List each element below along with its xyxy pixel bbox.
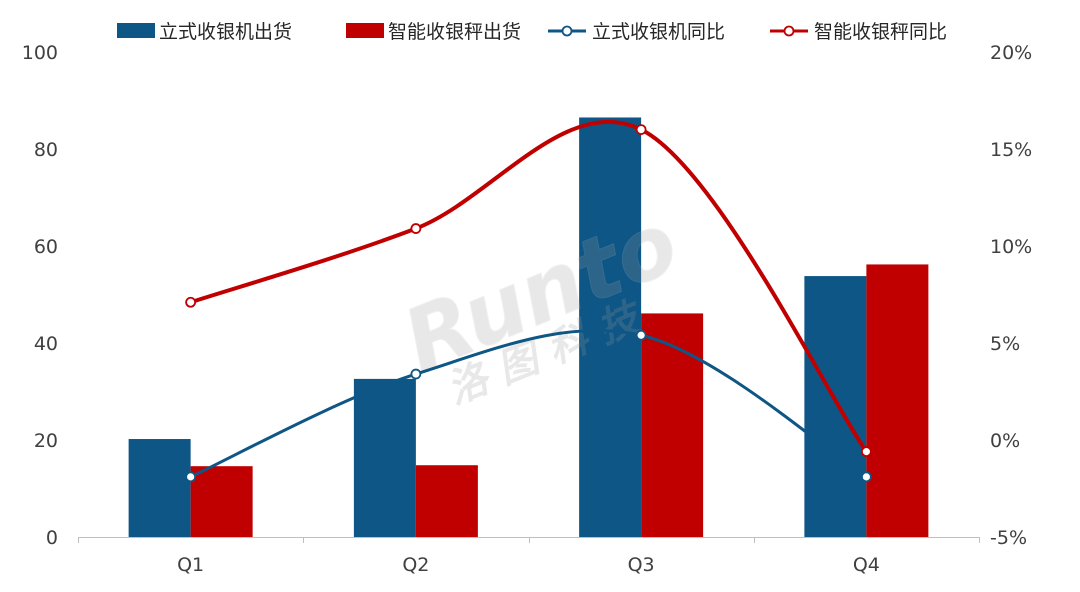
legend-swatch [346, 23, 384, 38]
x-tick-label-q3: Q3 [628, 554, 655, 576]
bar-standing-pos-q4 [804, 276, 867, 537]
y-left-tick-label: 80 [34, 139, 58, 161]
point-smart-scale-yoy-q1 [185, 296, 197, 308]
bar-smart-scale-q2 [415, 465, 478, 537]
point-smart-scale-yoy-q2 [410, 223, 422, 234]
legend-marker [783, 25, 795, 37]
legend: 立式收银机出货 智能收银秤出货 立式收银机同比 智能收银秤同比 [117, 21, 947, 43]
y-right-tick-label: 5% [990, 333, 1020, 355]
y-right-tick-label: 10% [990, 236, 1032, 258]
bar-standing-pos-q1 [128, 439, 191, 537]
legend-label: 智能收银秤出货 [388, 21, 521, 43]
legend-label: 立式收银机出货 [159, 21, 292, 43]
bars-layer [128, 117, 929, 537]
x-tick-label-q4: Q4 [853, 554, 880, 576]
y-right-tick-label: 20% [990, 42, 1032, 64]
bar-standing-pos-q2 [353, 378, 416, 537]
legend-marker [561, 25, 573, 37]
y-left-tick-label: 20 [34, 430, 58, 452]
legend-smart-scale-shipments: 智能收银秤出货 [346, 21, 521, 43]
y-left-tick-label: 0 [46, 527, 58, 549]
axes-layer: Q1 Q2 Q3 Q4 0 20 40 60 80 100 -5% 0% 5% 10% 15% 20% [22, 42, 1033, 576]
legend-label: 智能收银秤同比 [814, 21, 947, 43]
point-standing-pos-yoy-q3 [635, 329, 647, 341]
point-standing-pos-yoy-q2 [410, 368, 422, 380]
y-left-tick-label: 60 [34, 236, 58, 258]
point-standing-pos-yoy-q1 [185, 471, 197, 483]
legend-standing-pos-shipments: 立式收银机出货 [117, 21, 292, 43]
lines-layer [185, 120, 872, 483]
x-tick-label-q1: Q1 [177, 554, 204, 576]
y-right-tick-label: 0% [990, 430, 1020, 452]
legend-smart-scale-yoy: 智能收银秤同比 [770, 21, 947, 43]
legend-label: 立式收银机同比 [592, 21, 725, 43]
bar-smart-scale-q3 [641, 313, 704, 537]
point-smart-scale-yoy-q4 [860, 446, 872, 458]
bar-smart-scale-q4 [866, 264, 929, 537]
x-tick-label-q2: Q2 [402, 554, 429, 576]
point-standing-pos-yoy-q4 [860, 471, 872, 483]
line-smart-scale-yoy [188, 120, 869, 454]
y-left-tick-label: 40 [34, 333, 58, 355]
y-right-tick-label: 15% [990, 139, 1032, 161]
line-standing-pos-yoy [189, 328, 868, 479]
bar-smart-scale-q1 [190, 466, 253, 537]
legend-standing-pos-yoy: 立式收银机同比 [548, 21, 725, 43]
bar-standing-pos-q3 [579, 117, 642, 537]
y-right-tick-label: -5% [990, 527, 1027, 549]
point-smart-scale-yoy-q3 [635, 124, 647, 136]
y-left-tick-label: 100 [22, 42, 58, 64]
legend-swatch [117, 23, 155, 38]
